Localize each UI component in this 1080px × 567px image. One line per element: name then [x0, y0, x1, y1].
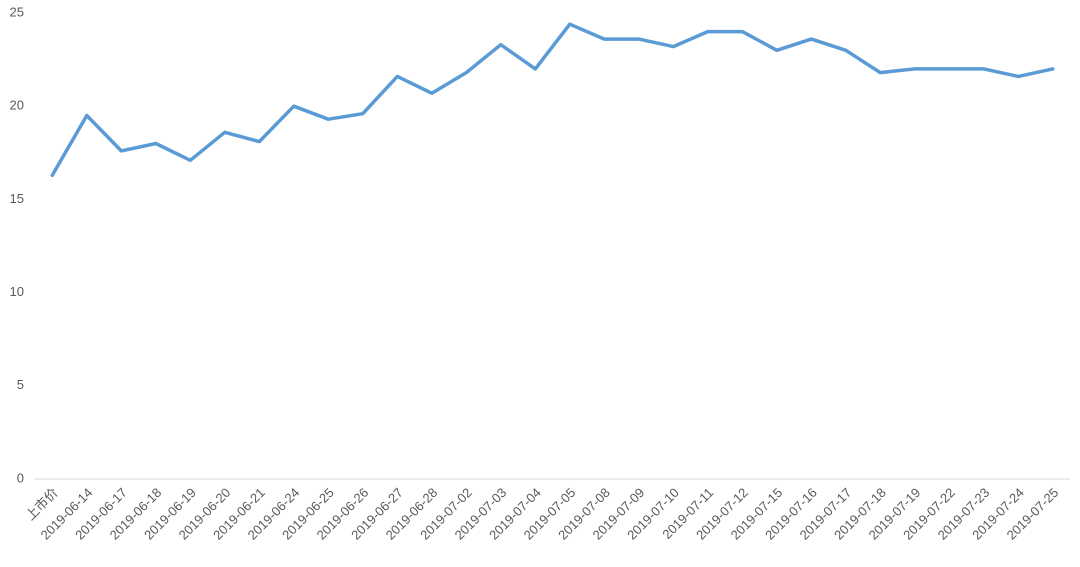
line — [50, 22, 1055, 177]
y-tick-label: 5 — [17, 377, 24, 392]
y-tick-label: 15 — [10, 191, 24, 206]
y-tick-label: 25 — [10, 4, 24, 19]
y-tick-label: 0 — [17, 470, 24, 485]
y-tick-label: 10 — [10, 284, 24, 299]
y-tick-label: 20 — [10, 98, 24, 113]
